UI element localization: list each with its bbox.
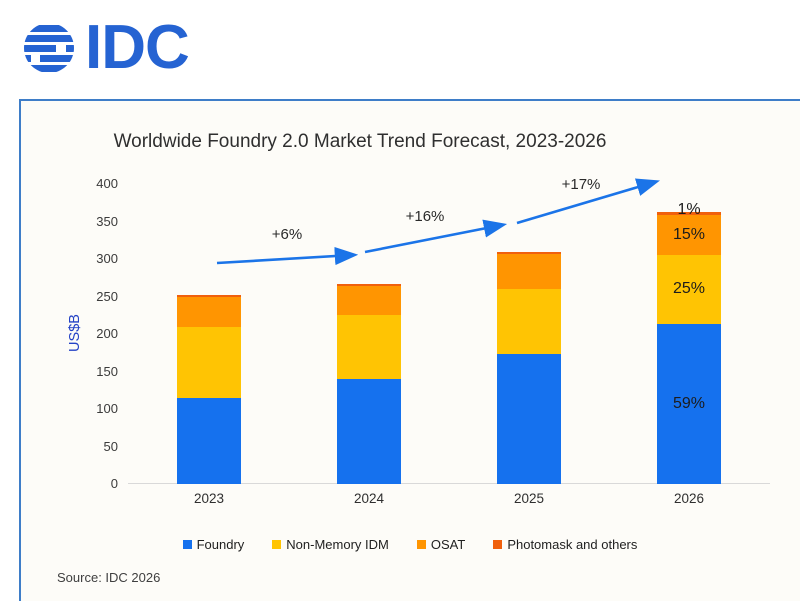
bar-segment-osat-2026	[657, 214, 721, 256]
legend-item-foundry: Foundry	[182, 537, 245, 552]
y-tick-label: 200	[96, 326, 118, 341]
x-tick-label: 2025	[513, 491, 545, 506]
source-note: Source: IDC 2026	[57, 570, 161, 585]
bar-segment-foundry-2026	[657, 323, 721, 484]
legend-label: Non-Memory IDM	[286, 537, 389, 552]
y-tick-label: 150	[96, 363, 118, 379]
share-label-25%: 25%	[672, 280, 706, 298]
bar-segment-foundry-2025	[497, 354, 561, 484]
y-tick-label: 50	[103, 438, 118, 454]
bar-segment-osat-2025	[497, 253, 561, 289]
legend-label: Photomask and others	[507, 537, 638, 552]
share-label-15%: 15%	[672, 226, 706, 243]
y-tick-label: 400	[96, 176, 118, 191]
chart-title: Worldwide Foundry 2.0 Market Trend Forec…	[113, 131, 607, 152]
x-tick-label: 2023	[193, 491, 225, 506]
bar-segment-osat-2023	[177, 297, 241, 327]
legend-swatch	[493, 540, 503, 549]
x-axis-line	[128, 483, 770, 484]
bar-segment-photomask-and-others-2025	[497, 251, 561, 254]
idc-logo-text: IDC	[85, 13, 190, 82]
legend-swatch	[272, 540, 282, 549]
bar-segment-non-memory-idm-2023	[177, 326, 241, 398]
bar-segment-non-memory-idm-2025	[497, 289, 561, 355]
bar-segment-photomask-and-others-2024	[337, 283, 401, 286]
bar-segment-photomask-and-others-2026	[657, 211, 721, 215]
legend-label: Foundry	[196, 537, 245, 552]
growth-label-2026: +17%	[561, 176, 601, 193]
y-tick-label: 100	[96, 401, 118, 416]
x-tick-label: 2026	[673, 491, 705, 506]
bar-segment-foundry-2024	[337, 379, 401, 484]
bar-segment-non-memory-idm-2026	[657, 255, 721, 324]
share-label-59%: 59%	[672, 394, 706, 412]
share-label-1%: 1%	[677, 200, 701, 218]
bar-segment-osat-2024	[337, 286, 401, 316]
y-tick-label: 350	[96, 213, 118, 229]
y-tick-label: 0	[110, 476, 118, 491]
idc-logo: IDC	[23, 13, 190, 82]
legend-label: OSAT	[430, 537, 466, 552]
idc-globe-icon	[24, 25, 74, 72]
growth-label-2024: +6%	[271, 226, 303, 243]
legend-item-photomask-and-others: Photomask and others	[493, 537, 637, 552]
legend-swatch	[182, 540, 192, 549]
y-tick-label: 300	[96, 251, 118, 266]
legend-item-non-memory-idm: Non-Memory IDM	[272, 537, 389, 552]
legend-swatch	[416, 540, 426, 549]
growth-label-2025: +16%	[405, 208, 445, 225]
legend-item-osat: OSAT	[416, 537, 466, 552]
bar-segment-non-memory-idm-2024	[337, 315, 401, 379]
y-tick-label: 250	[96, 288, 118, 304]
x-tick-label: 2024	[353, 491, 385, 506]
legend: Foundry Non-Memory IDM OSAT Photomask and o…	[30, 537, 790, 552]
bar-segment-foundry-2023	[177, 397, 241, 484]
bar-segment-photomask-and-others-2023	[177, 295, 241, 298]
